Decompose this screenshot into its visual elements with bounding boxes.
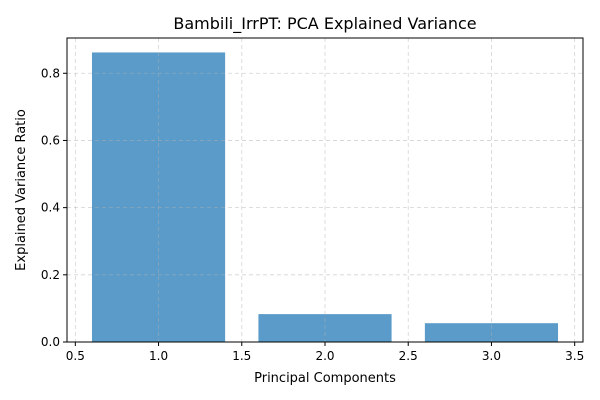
x-tick-label: 1.0 — [149, 349, 168, 363]
x-tick-label: 3.0 — [482, 349, 501, 363]
x-axis-ticks: 0.5 1.0 1.5 2.0 2.5 3.0 3.5 — [66, 342, 584, 363]
chart-title: Bambili_IrrPT: PCA Explained Variance — [173, 14, 476, 34]
y-axis-ticks: 0.0 0.2 0.4 0.6 0.8 — [41, 66, 67, 349]
y-tick-label: 0.4 — [41, 201, 60, 215]
y-tick-label: 0.6 — [41, 133, 60, 147]
y-tick-label: 0.0 — [41, 335, 60, 349]
x-tick-label: 2.5 — [399, 349, 418, 363]
y-tick-label: 0.2 — [41, 268, 60, 282]
y-axis-label: Explained Variance Ratio — [14, 109, 29, 271]
y-tick-label: 0.8 — [41, 66, 60, 80]
x-tick-label: 0.5 — [66, 349, 85, 363]
x-tick-label: 3.5 — [565, 349, 584, 363]
x-tick-label: 2.0 — [315, 349, 334, 363]
x-axis-label: Principal Components — [254, 371, 396, 386]
x-tick-label: 1.5 — [232, 349, 251, 363]
